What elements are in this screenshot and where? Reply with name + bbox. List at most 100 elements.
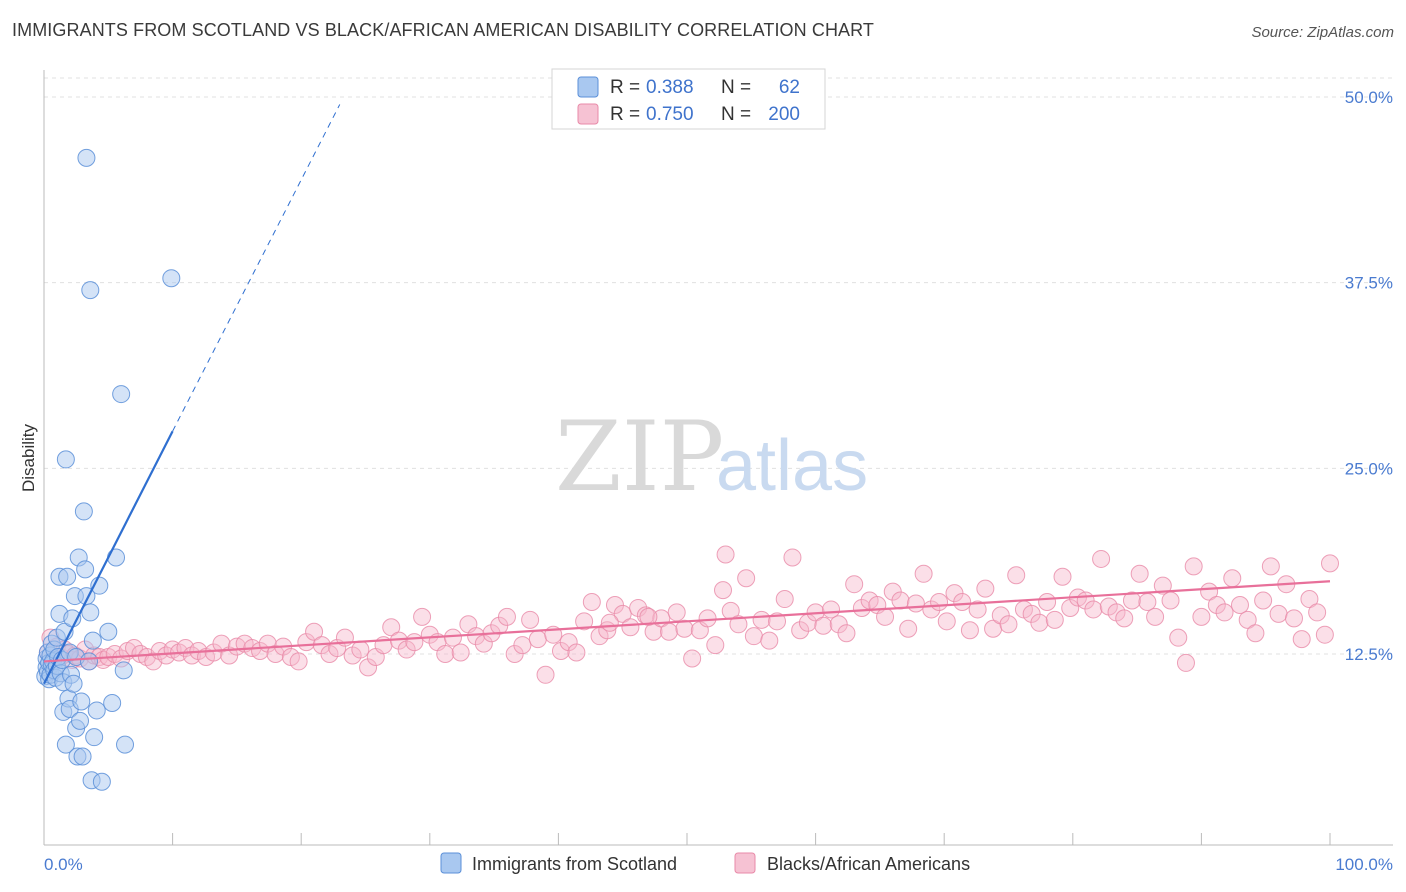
- data-point-blacks: [266, 645, 285, 663]
- data-point-blacks: [497, 607, 516, 626]
- data-point-scotland: [73, 747, 92, 766]
- data-point-blacks: [1230, 595, 1249, 614]
- data-point-blacks: [906, 594, 925, 613]
- data-point-scotland: [114, 661, 133, 680]
- watermark: ZIP atlas: [555, 401, 868, 513]
- data-point-blacks: [937, 612, 956, 631]
- watermark-zip: ZIP: [555, 401, 724, 513]
- data-point-scotland: [80, 652, 99, 671]
- data-point-scotland: [99, 622, 118, 641]
- trend-line-scotland-extension: [172, 104, 341, 432]
- data-point-blacks: [1261, 557, 1280, 576]
- data-point-blacks: [513, 636, 532, 655]
- data-point-blacks: [1200, 582, 1219, 601]
- data-point-blacks: [474, 634, 493, 653]
- data-point-blacks: [683, 649, 702, 668]
- data-point-blacks: [1321, 554, 1339, 573]
- data-point-scotland: [81, 603, 100, 622]
- data-point-scotland: [162, 269, 181, 288]
- data-point-blacks: [737, 569, 756, 588]
- data-point-blacks: [976, 579, 995, 598]
- data-point-scotland: [83, 631, 102, 650]
- data-point-blacks: [1115, 609, 1134, 628]
- data-point-blacks: [814, 616, 833, 635]
- data-point-blacks: [397, 640, 416, 659]
- data-point-blacks: [760, 631, 779, 650]
- data-point-blacks: [1176, 653, 1195, 672]
- data-point-blacks: [1161, 591, 1180, 610]
- legend-swatch-scotland: [577, 76, 599, 98]
- data-point-scotland: [116, 735, 135, 754]
- legend-r-label-2: R =: [610, 104, 640, 125]
- data-point-blacks: [621, 618, 640, 637]
- data-point-blacks: [575, 612, 594, 631]
- data-point-scotland: [56, 450, 75, 469]
- data-point-blacks: [1254, 591, 1273, 610]
- data-point-blacks: [837, 624, 856, 643]
- data-point-blacks: [968, 600, 987, 619]
- data-point-blacks: [1292, 630, 1311, 649]
- data-point-blacks: [729, 615, 748, 634]
- data-point-blacks: [706, 636, 725, 655]
- data-point-blacks: [613, 604, 632, 623]
- legend-box: R = 0.388 N = 62 R = 0.750 N = 200: [551, 68, 826, 130]
- data-point-blacks: [891, 591, 910, 610]
- data-point-blacks: [1207, 595, 1226, 614]
- data-point-blacks: [1315, 625, 1334, 644]
- data-point-blacks: [521, 610, 540, 629]
- data-point-blacks: [289, 652, 308, 671]
- data-point-blacks: [960, 621, 979, 640]
- axes: [43, 70, 1393, 846]
- legend-n-label-2: N =: [721, 104, 751, 125]
- watermark-atlas: atlas: [716, 426, 868, 506]
- data-point-blacks: [351, 640, 370, 659]
- data-point-scotland: [92, 772, 111, 791]
- data-point-scotland: [58, 567, 77, 586]
- x-ticks: [43, 833, 1331, 845]
- data-point-blacks: [744, 627, 763, 646]
- series-blacks-points: [38, 545, 1339, 684]
- source-credit: Source: ZipAtlas.com: [1251, 24, 1394, 41]
- data-point-blacks: [1269, 604, 1288, 623]
- bottom-legend-label-scotland: Immigrants from Scotland: [472, 854, 677, 874]
- data-point-blacks: [1053, 567, 1072, 586]
- data-point-blacks: [359, 658, 378, 677]
- data-point-blacks: [1223, 569, 1242, 588]
- data-point-scotland: [85, 728, 104, 747]
- data-point-blacks: [1030, 613, 1049, 632]
- data-point-blacks: [536, 665, 555, 684]
- data-point-blacks: [467, 627, 486, 646]
- data-point-blacks: [822, 600, 841, 619]
- data-point-blacks: [1130, 564, 1149, 583]
- data-point-scotland: [87, 701, 106, 720]
- data-point-scotland: [56, 735, 75, 754]
- x-tick-label-max: 100.0%: [1335, 855, 1393, 874]
- data-point-blacks: [1045, 610, 1064, 629]
- data-point-blacks: [1146, 607, 1165, 626]
- data-point-blacks: [1061, 598, 1080, 617]
- data-point-blacks: [567, 643, 586, 662]
- data-point-blacks: [899, 619, 918, 638]
- bottom-legend-swatch-scotland: [440, 852, 462, 874]
- data-point-blacks: [413, 607, 432, 626]
- legend-r-value-2: 0.750: [646, 104, 694, 125]
- data-point-blacks: [1122, 591, 1141, 610]
- y-tick-label: 37.5%: [1345, 274, 1393, 293]
- data-point-scotland: [107, 548, 126, 567]
- legend-r-label-1: R =: [610, 77, 640, 98]
- data-point-scotland: [74, 502, 93, 521]
- y-tick-label: 25.0%: [1345, 459, 1393, 478]
- y-tick-label: 50.0%: [1345, 88, 1393, 107]
- bottom-legend-swatch-blacks: [734, 852, 756, 874]
- data-point-blacks: [852, 598, 871, 617]
- data-point-blacks: [420, 625, 439, 644]
- data-point-blacks: [1215, 603, 1234, 622]
- data-point-blacks: [783, 548, 802, 567]
- legend-swatch-blacks: [577, 103, 599, 125]
- data-point-blacks: [714, 581, 733, 600]
- data-point-blacks: [876, 607, 895, 626]
- data-point-blacks: [1192, 607, 1211, 626]
- data-point-blacks: [930, 593, 949, 612]
- data-point-blacks: [1169, 628, 1188, 647]
